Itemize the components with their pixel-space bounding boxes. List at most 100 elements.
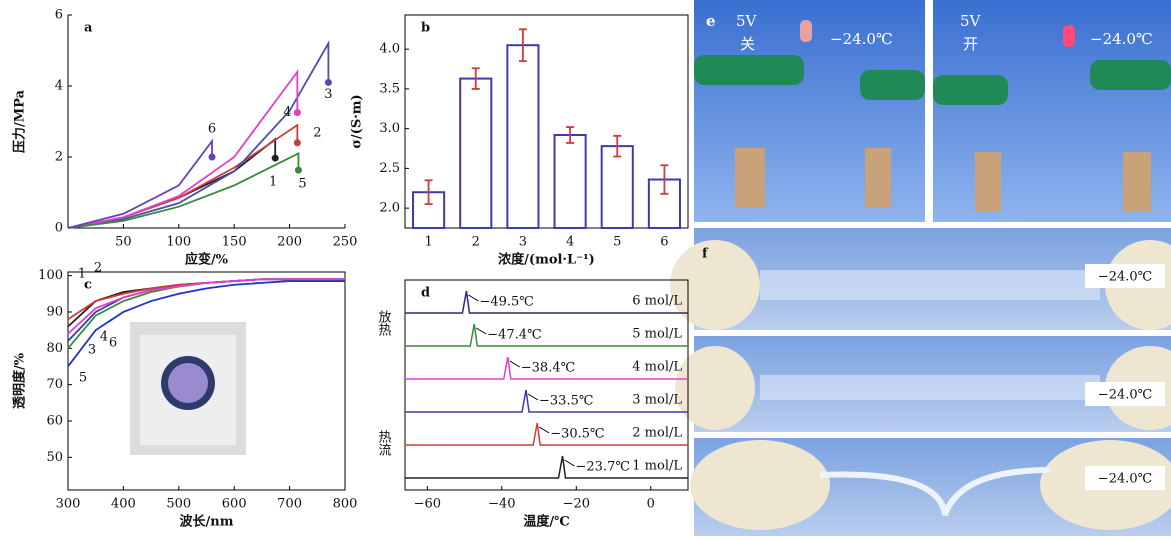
x-tick-label: −20 <box>563 497 590 512</box>
peak-label: −30.5℃ <box>550 427 604 442</box>
y-tick-label: 80 <box>46 341 63 356</box>
y-tick-label: 4.0 <box>379 42 400 57</box>
series-label: 5 mol/L <box>632 327 682 342</box>
series-label: 3 <box>324 87 332 102</box>
logo <box>168 363 208 403</box>
y-axis-label: 压力/MPa <box>12 89 28 153</box>
y-tick-label: 6 <box>55 8 63 23</box>
y-tick-label: 4 <box>55 79 63 94</box>
clip <box>860 70 925 100</box>
peak-label: −38.4℃ <box>521 361 575 376</box>
series-label: 2 <box>94 261 102 276</box>
bar <box>602 146 633 228</box>
figure: e 5V 关 −24.0℃ 5V 开 −24.0℃ f −24.0℃ −24.0… <box>0 0 1171 536</box>
series-label: 1 mol/L <box>632 459 682 474</box>
y-tick-label: 50 <box>46 450 63 465</box>
series-label: 2 mol/L <box>632 426 682 441</box>
panel-label: e <box>706 12 716 30</box>
finger <box>675 346 755 430</box>
series-label: 1 <box>78 267 86 282</box>
x-tick-label: 4 <box>566 235 574 250</box>
y-tick-label: 70 <box>46 377 63 392</box>
y-axis-label: 热流 <box>376 430 392 456</box>
y-axis-label: σ/(S·m) <box>350 94 365 148</box>
x-axis-label: 波长/nm <box>180 514 234 530</box>
series-label: 3 mol/L <box>632 393 682 408</box>
curve <box>68 153 298 228</box>
clip <box>694 55 804 85</box>
series-label: 2 <box>313 125 321 140</box>
clip <box>933 75 1008 105</box>
peak-pointer <box>565 460 575 466</box>
series-label: 5 <box>298 177 306 192</box>
x-axis-label: 应变/% <box>185 252 229 268</box>
series-label: 4 <box>100 330 108 345</box>
series-label: 4 <box>283 105 291 120</box>
led <box>1063 25 1075 47</box>
peak-pointer <box>476 328 486 334</box>
gel <box>760 375 1100 400</box>
finger <box>690 440 830 530</box>
voltage: 5V <box>736 12 758 30</box>
y-tick-label: 2.0 <box>379 201 400 216</box>
x-tick-label: 400 <box>111 497 136 512</box>
temperature: −24.0℃ <box>830 30 893 48</box>
peak-label: −23.7℃ <box>576 460 630 475</box>
peak-pointer <box>510 361 520 367</box>
x-tick-label: 250 <box>333 235 358 250</box>
x-tick-label: 3 <box>519 235 527 250</box>
y-tick-label: 2 <box>55 150 63 165</box>
temperature: −24.0℃ <box>1098 472 1152 487</box>
x-tick-label: 1 <box>424 235 432 250</box>
series-label: 5 <box>79 371 87 386</box>
x-tick-label: −40 <box>488 497 515 512</box>
series-label: 6 <box>109 336 117 351</box>
x-tick-label: 5 <box>613 235 621 250</box>
series-label: 1 <box>269 175 277 190</box>
x-axis-label: 温度/℃ <box>523 514 569 530</box>
x-tick-label: 600 <box>222 497 247 512</box>
state: 开 <box>963 35 978 53</box>
gel <box>760 270 1100 300</box>
y-tick-label: 3.5 <box>379 81 400 96</box>
end-marker <box>295 167 302 174</box>
x-tick-label: 6 <box>660 235 668 250</box>
voltage: 5V <box>960 12 982 30</box>
panel-label: a <box>84 21 93 36</box>
led <box>800 20 812 42</box>
y-tick-label: 90 <box>46 304 63 319</box>
electrode <box>735 148 765 208</box>
y-tick-label: 60 <box>46 413 63 428</box>
end-marker <box>294 139 301 146</box>
panel-label: b <box>421 21 430 36</box>
bar <box>507 45 538 228</box>
x-axis-label: 浓度/(mol·L⁻¹) <box>498 252 595 268</box>
peak-label: −49.5℃ <box>479 295 533 310</box>
finger <box>670 240 760 330</box>
clip <box>1090 60 1171 90</box>
x-tick-label: −60 <box>414 497 441 512</box>
series-label: 3 <box>88 343 96 358</box>
x-tick-label: 2 <box>472 235 480 250</box>
inset-photo <box>130 322 246 455</box>
series-label: 4 mol/L <box>632 360 682 375</box>
x-tick-label: 50 <box>115 235 132 250</box>
x-tick-label: 150 <box>222 235 247 250</box>
y-tick-label: 2.5 <box>379 161 400 176</box>
end-marker <box>209 154 216 161</box>
temperature: −24.0℃ <box>1098 270 1152 285</box>
x-tick-label: 800 <box>333 497 358 512</box>
x-tick-label: 500 <box>166 497 191 512</box>
x-tick-label: 700 <box>277 497 302 512</box>
panel-label: d <box>421 286 430 301</box>
y-tick-label: 3.0 <box>379 121 400 136</box>
temperature: −24.0℃ <box>1090 30 1153 48</box>
peak-label: −33.5℃ <box>539 394 593 409</box>
photo-e: e 5V 关 −24.0℃ 5V 开 −24.0℃ <box>694 0 1171 222</box>
peak-pointer <box>528 394 538 400</box>
photo-f: f −24.0℃ −24.0℃ −24.0℃ <box>670 228 1171 536</box>
end-marker <box>325 79 332 86</box>
temperature: −24.0℃ <box>1098 388 1152 403</box>
peak-label: −47.4℃ <box>487 328 541 343</box>
curve <box>68 43 328 228</box>
